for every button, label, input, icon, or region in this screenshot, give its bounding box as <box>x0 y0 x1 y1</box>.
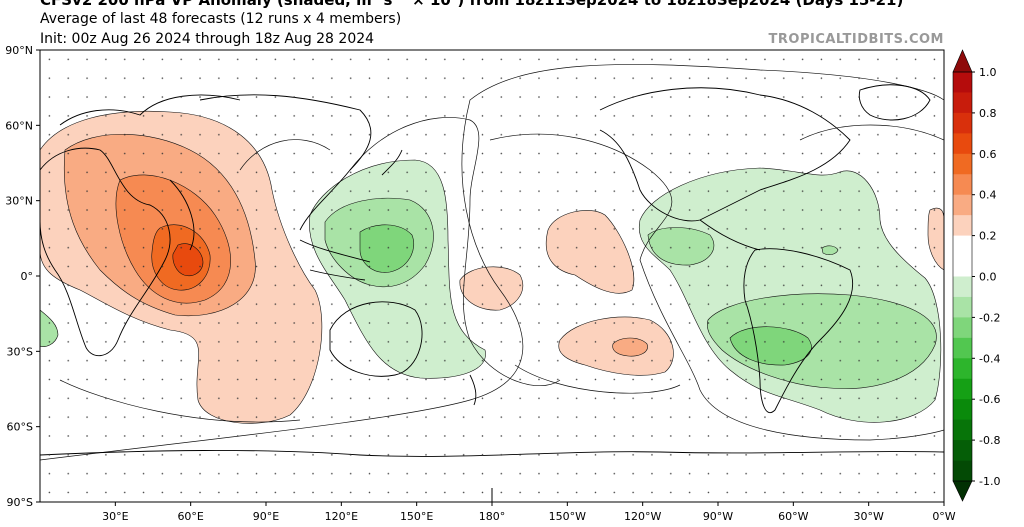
colorbar-segment <box>953 174 972 196</box>
lat-tick-label: 0° <box>21 270 34 283</box>
colorbar-tick-label: -0.6 <box>979 393 1000 406</box>
colorbar-segment <box>953 112 972 134</box>
colorbar-tick-label: -0.4 <box>979 352 1000 365</box>
lon-tick-label: 90°W <box>703 510 733 523</box>
lat-tick-label: 90°S <box>7 496 33 509</box>
colorbar-segment <box>953 337 972 359</box>
colorbar-segment <box>953 296 972 318</box>
lon-tick-label: 0°W <box>932 510 955 523</box>
longitude-axis: 30°E 60°E 90°E 120°E 150°E 180° 150°W 120°W 90°W… <box>102 502 956 523</box>
colorbar: 1.0 0.8 0.6 0.4 0.2 0.0 -0.2 -0.4 -0.6 -0.8 -1.0 <box>952 49 1000 502</box>
colorbar-tick-label: 0.4 <box>979 189 997 202</box>
colorbar-segment <box>953 399 972 421</box>
colorbar-segment <box>953 276 972 298</box>
colorbar-segment <box>953 235 972 257</box>
colorbar-tick-label: 0.6 <box>979 148 997 161</box>
lat-tick-label: 90°N <box>5 44 33 57</box>
lon-tick-label: 30°W <box>853 510 883 523</box>
lon-tick-label: 120°W <box>624 510 661 523</box>
colorbar-tick-label: 0.2 <box>979 230 997 243</box>
colorbar-segment <box>953 256 972 277</box>
colorbar-segment <box>953 72 972 93</box>
colorbar-segment <box>953 419 972 441</box>
chart-title: CFSv2 200 hPa VP Anomaly (shaded, m² s⁻¹… <box>40 0 904 9</box>
latitude-axis: 90°N 60°N 30°N 0° 30°S 60°S 90°S <box>5 44 40 509</box>
lat-tick-label: 30°S <box>7 345 33 358</box>
lon-tick-label: 180° <box>479 510 506 523</box>
colorbar-segment <box>953 358 972 380</box>
lon-tick-label: 90°E <box>253 510 279 523</box>
lon-tick-label: 60°W <box>778 510 808 523</box>
colorbar-segment <box>953 215 972 236</box>
lon-tick-label: 150°E <box>400 510 433 523</box>
lat-tick-label: 60°S <box>7 421 33 434</box>
colorbar-tick-label: 0.8 <box>979 107 997 120</box>
colorbar-tick-label: 0.0 <box>979 271 997 284</box>
map-area <box>40 50 944 502</box>
colorbar-segment <box>953 378 972 400</box>
chart-subtitle: Average of last 48 forecasts (12 runs x … <box>40 11 402 27</box>
lon-tick-label: 120°E <box>325 510 358 523</box>
colorbar-segment <box>953 153 972 175</box>
colorbar-segment <box>953 133 972 155</box>
colorbar-segment <box>953 440 972 461</box>
colorbar-tick-label: -1.0 <box>979 475 1000 488</box>
lat-tick-label: 30°N <box>5 195 33 208</box>
colorbar-segment <box>953 460 972 482</box>
stipple-pattern <box>40 50 944 502</box>
lon-tick-label: 150°W <box>549 510 586 523</box>
colorbar-extend-bottom <box>952 480 973 502</box>
colorbar-extend-top <box>952 49 973 73</box>
colorbar-tick-label: 1.0 <box>979 66 997 79</box>
lon-tick-label: 60°E <box>177 510 203 523</box>
init-time: Init: 00z Aug 26 2024 through 18z Aug 28… <box>40 31 375 47</box>
colorbar-tick-label: -0.8 <box>979 434 1000 447</box>
lat-tick-label: 60°N <box>5 119 33 132</box>
colorbar-segment <box>953 92 972 114</box>
lon-tick-label: 30°E <box>102 510 128 523</box>
colorbar-segment <box>953 194 972 216</box>
colorbar-tick-label: -0.2 <box>979 311 1000 324</box>
source-credit: TROPICALTIDBITS.COM <box>768 32 944 47</box>
colorbar-segment <box>953 317 972 339</box>
